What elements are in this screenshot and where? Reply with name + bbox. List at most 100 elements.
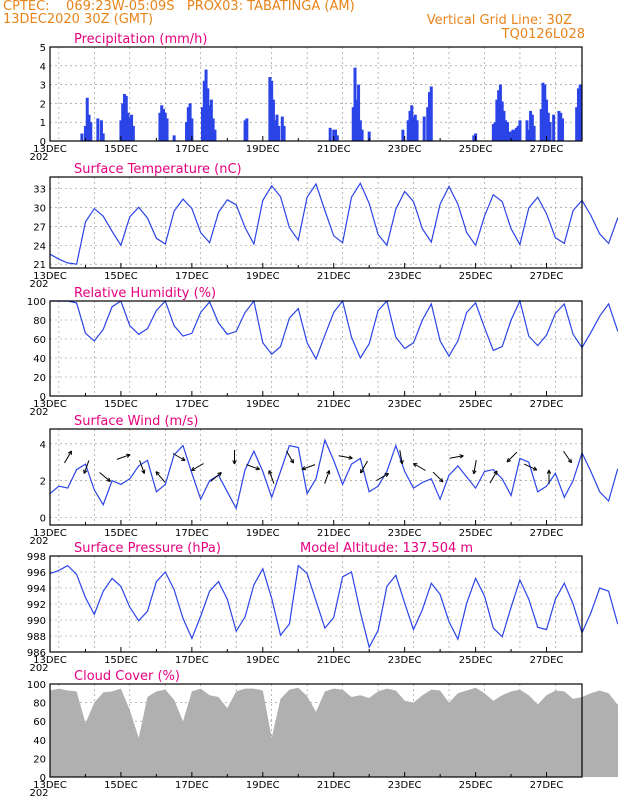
- x-tick-label: 23DEC: [388, 399, 422, 410]
- precip-bar: [273, 120, 277, 141]
- precip-bar: [415, 120, 419, 141]
- y-tick-label: 20: [33, 754, 46, 765]
- precip-bar: [360, 129, 364, 141]
- wind-arrow-head: [232, 460, 237, 465]
- precip-bar: [575, 107, 579, 141]
- x-tick-label: 27DEC: [530, 399, 564, 410]
- wind-arrow: [324, 470, 330, 484]
- wind-arrow: [413, 463, 426, 471]
- precip-bar: [529, 110, 533, 141]
- wind-arrow: [99, 472, 111, 482]
- precip-bar: [96, 118, 100, 141]
- y-tick-label: 1: [40, 118, 46, 129]
- wind-arrow-head: [532, 466, 538, 471]
- x-tick-label: 25DEC: [459, 144, 493, 155]
- wind-arrow-head: [155, 471, 160, 476]
- wind-arrow-head: [384, 473, 389, 478]
- precip-bar: [552, 114, 556, 141]
- precip-bar: [163, 112, 167, 141]
- precip-bar: [511, 129, 515, 141]
- precip-bar: [280, 116, 284, 141]
- wind-arrow-head: [217, 472, 222, 477]
- precip-bar: [509, 131, 513, 141]
- y-tick-label: 0: [40, 514, 46, 525]
- precip-bar: [412, 116, 416, 141]
- panel-title: Surface Temperature (nC): [74, 162, 242, 177]
- x-year-label: 202: [29, 279, 48, 290]
- precip-bar: [204, 69, 208, 141]
- precip-bar: [211, 118, 215, 141]
- y-tick-label: 80: [33, 699, 46, 710]
- precip-bar: [206, 88, 210, 141]
- precip-bar: [268, 77, 272, 141]
- precip-bar: [213, 129, 217, 141]
- precip-bar: [130, 114, 134, 141]
- y-tick-label: 60: [33, 335, 46, 346]
- wind-arrow-head: [348, 455, 353, 460]
- x-tick-label: 19DEC: [246, 528, 280, 539]
- wind-arrow-head: [141, 469, 146, 474]
- precip-bar: [185, 122, 189, 141]
- plot-frame: [49, 683, 583, 778]
- grid-line-note: Vertical Grid Line: 30Z: [426, 13, 572, 28]
- panel-title: Relative Humidity (%): [74, 286, 216, 301]
- panel-subtitle: Model Altitude: 137.504 m: [300, 541, 473, 556]
- precip-bar: [277, 125, 281, 141]
- wind-arrow: [563, 450, 572, 464]
- precip-bar: [353, 67, 357, 141]
- x-tick-label: 13DEC: [33, 655, 67, 666]
- precip-bar: [208, 105, 212, 141]
- precip-bar: [270, 80, 274, 141]
- wind-arrow-head: [191, 466, 196, 471]
- precip-bar: [126, 112, 130, 141]
- y-tick-label: 990: [27, 616, 46, 627]
- precip-bar: [513, 129, 517, 141]
- precip-bar: [275, 114, 279, 141]
- x-tick-label: 21DEC: [317, 655, 351, 666]
- wind-arrow: [376, 473, 389, 481]
- precip-bar: [548, 122, 552, 141]
- x-tick-label: 17DEC: [175, 271, 209, 282]
- precip-bar: [406, 120, 410, 141]
- x-tick-label: 13DEC: [33, 271, 67, 282]
- precip-bar: [186, 107, 190, 141]
- plot-frame: [49, 300, 583, 397]
- precip-bar: [530, 114, 534, 141]
- wind-arrow: [506, 451, 518, 463]
- precip-bar: [122, 94, 126, 141]
- y-tick-label: 996: [27, 568, 46, 579]
- x-tick-label: 19DEC: [246, 271, 280, 282]
- x-tick-label: 25DEC: [459, 399, 493, 410]
- wind-arrow: [473, 460, 477, 474]
- y-tick-label: 21: [33, 260, 46, 271]
- wind-arrow: [489, 470, 498, 484]
- x-tick-label: 23DEC: [388, 144, 422, 155]
- series-line: [49, 182, 618, 265]
- x-tick-label: 15DEC: [104, 271, 138, 282]
- y-tick-label: 27: [33, 222, 46, 233]
- precip-bar: [429, 86, 433, 141]
- precip-bar: [518, 120, 522, 141]
- precip-bar: [190, 118, 194, 141]
- x-tick-label: 15DEC: [104, 399, 138, 410]
- precip-bar: [202, 80, 206, 141]
- wind-arrow: [301, 464, 316, 470]
- precip-bar: [89, 122, 93, 141]
- x-year-label: 202: [29, 152, 48, 163]
- plot-frame: [49, 176, 583, 269]
- y-tick-label: 33: [33, 184, 46, 195]
- wind-arrow: [139, 460, 145, 474]
- precip-bar: [357, 84, 361, 141]
- x-tick-label: 21DEC: [317, 271, 351, 282]
- x-year-label: 202: [29, 788, 48, 799]
- x-tick-label: 25DEC: [459, 780, 493, 791]
- precip-bar: [532, 125, 536, 141]
- precip-bar: [99, 120, 103, 141]
- precip-bar: [80, 133, 84, 141]
- x-tick-label: 15DEC: [104, 528, 138, 539]
- precip-bar: [576, 88, 580, 141]
- wind-arrow-head: [289, 459, 294, 464]
- wind-arrow-head: [567, 458, 573, 464]
- precip-bar: [119, 120, 123, 141]
- precip-bar: [358, 120, 362, 141]
